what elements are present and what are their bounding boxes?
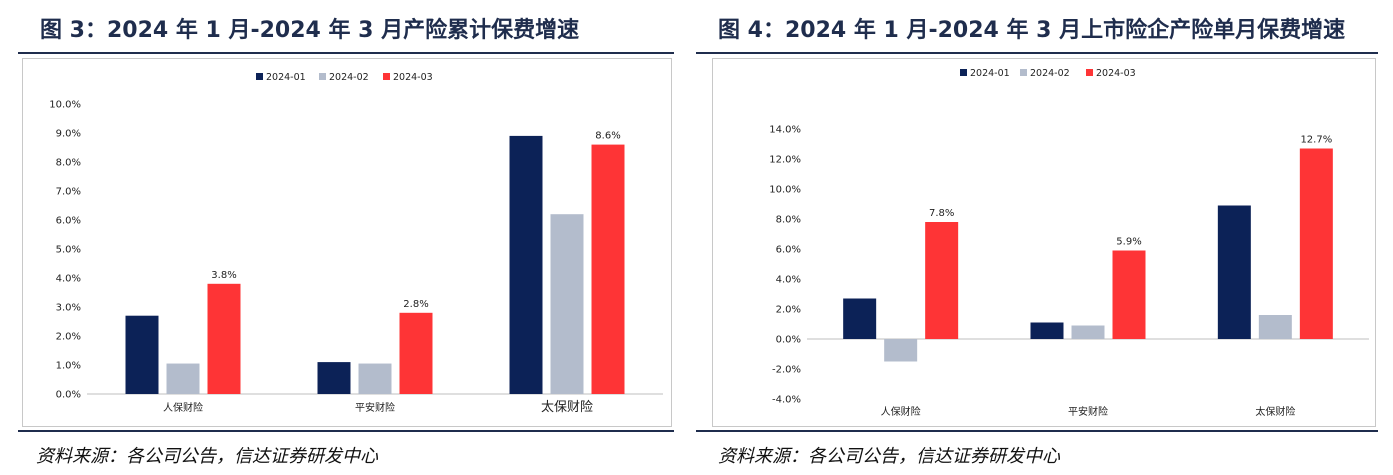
figure-3-panel: 图 3：2024 年 1 月-2024 年 3 月产险累计保费增速 0.0% 1.… [18,0,674,475]
figure-3-bottom-rule [18,430,674,432]
y-tick-label: 10.0% [49,100,81,111]
y-tick-label: 0.0% [776,335,801,346]
figure-4-title-rule [696,52,1378,54]
legend-swatch-2024-03 [383,73,390,80]
x-tick-label: 太保财险 [541,400,593,415]
legend-label-2024-02: 2024-02 [329,72,369,83]
data-label: 3.8% [211,270,236,281]
y-tick-label: 6.0% [56,216,81,227]
bar-2024-03-1 [399,312,433,394]
legend-swatch-2024-01 [256,73,263,80]
y-tick-label: 12.0% [769,155,801,166]
y-tick-label: 2.0% [776,305,801,316]
y-tick-label: 5.0% [56,245,81,256]
bar-2024-02-1 [358,363,392,394]
legend-label-2024-02: 2024-02 [1030,68,1070,79]
y-tick-label: 8.0% [56,158,81,169]
y-tick-label: 7.0% [56,187,81,198]
y-tick-label: 4.0% [776,275,801,286]
figure-3-source: 资料来源：各公司公告，信达证券研发中心 [36,446,378,467]
figure-3-chart: 0.0% 1.0% 2.0% 3.0% 4.0% 5.0% 6.0% 7.0% 8.0% 9.0%… [49,72,663,415]
x-tick-label: 太保财险 [1255,405,1295,418]
x-tick-label: 平安财险 [1068,405,1108,418]
x-tick-label: 人保财险 [163,401,203,414]
figure-4-chart-frame: -4.0% -2.0% 0.0% 2.0% 4.0% 6.0% 8.0% 10.0% 12.0%… [712,58,1376,427]
bar-2024-02-2 [550,214,584,394]
bar-2024-02-2 [1258,315,1292,339]
figure-4-panel: 图 4：2024 年 1 月-2024 年 3 月上市险企产险单月保费增速 -4… [696,0,1378,475]
legend-label-2024-01: 2024-01 [266,72,306,83]
figure-4-bottom-rule [696,430,1378,432]
bar-2024-03-0 [207,283,241,394]
bar-2024-03-2 [1299,148,1333,339]
bar-2024-02-1 [1071,325,1105,339]
y-tick-label: 0.0% [56,390,81,401]
x-tick-label: 人保财险 [881,405,921,418]
legend-swatch-2024-02 [319,73,326,80]
bar-2024-01-1 [317,362,351,394]
y-tick-label: 3.0% [56,303,81,314]
legend-label-2024-03: 2024-03 [1096,68,1136,79]
y-tick-label: 8.0% [776,215,801,226]
y-tick-label: -4.0% [772,395,801,406]
legend-swatch-2024-02 [1020,69,1027,76]
bar-2024-02-0 [884,339,918,362]
bar-2024-03-2 [591,144,625,394]
data-label: 5.9% [1116,237,1141,248]
bar-2024-02-0 [166,363,200,394]
y-tick-label: 10.0% [769,185,801,196]
bar-2024-03-1 [1112,250,1146,339]
figure-3-title-rule [18,52,674,54]
y-tick-label: 1.0% [56,361,81,372]
data-label: 2.8% [403,299,428,310]
data-label: 8.6% [595,131,620,142]
figure-3-title: 图 3：2024 年 1 月-2024 年 3 月产险累计保费增速 [40,18,580,43]
y-tick-label: 2.0% [56,332,81,343]
figure-4-chart: -4.0% -2.0% 0.0% 2.0% 4.0% 6.0% 8.0% 10.0% 12.0%… [769,68,1369,418]
y-tick-label: 14.0% [769,125,801,136]
y-tick-label: 6.0% [776,245,801,256]
y-tick-label: 4.0% [56,274,81,285]
y-tick-label: -2.0% [772,365,801,376]
bar-2024-03-0 [925,222,959,339]
bar-2024-01-0 [125,315,159,394]
y-tick-label: 9.0% [56,129,81,140]
legend-label-2024-01: 2024-01 [970,68,1010,79]
bar-2024-01-0 [843,298,877,339]
data-label: 12.7% [1300,135,1332,146]
figure-4-source: 资料来源：各公司公告，信达证券研发中心 [718,446,1060,467]
bar-2024-01-2 [1217,205,1251,339]
bar-2024-01-1 [1030,322,1064,339]
bar-2024-01-2 [509,135,543,394]
figure-4-title: 图 4：2024 年 1 月-2024 年 3 月上市险企产险单月保费增速 [718,18,1346,43]
legend-label-2024-03: 2024-03 [393,72,433,83]
figure-3-chart-frame: 0.0% 1.0% 2.0% 3.0% 4.0% 5.0% 6.0% 7.0% 8.0% 9.0%… [22,58,672,427]
x-tick-label: 平安财险 [355,401,395,414]
data-label: 7.8% [929,208,954,219]
legend-swatch-2024-01 [960,69,967,76]
legend-swatch-2024-03 [1086,69,1093,76]
